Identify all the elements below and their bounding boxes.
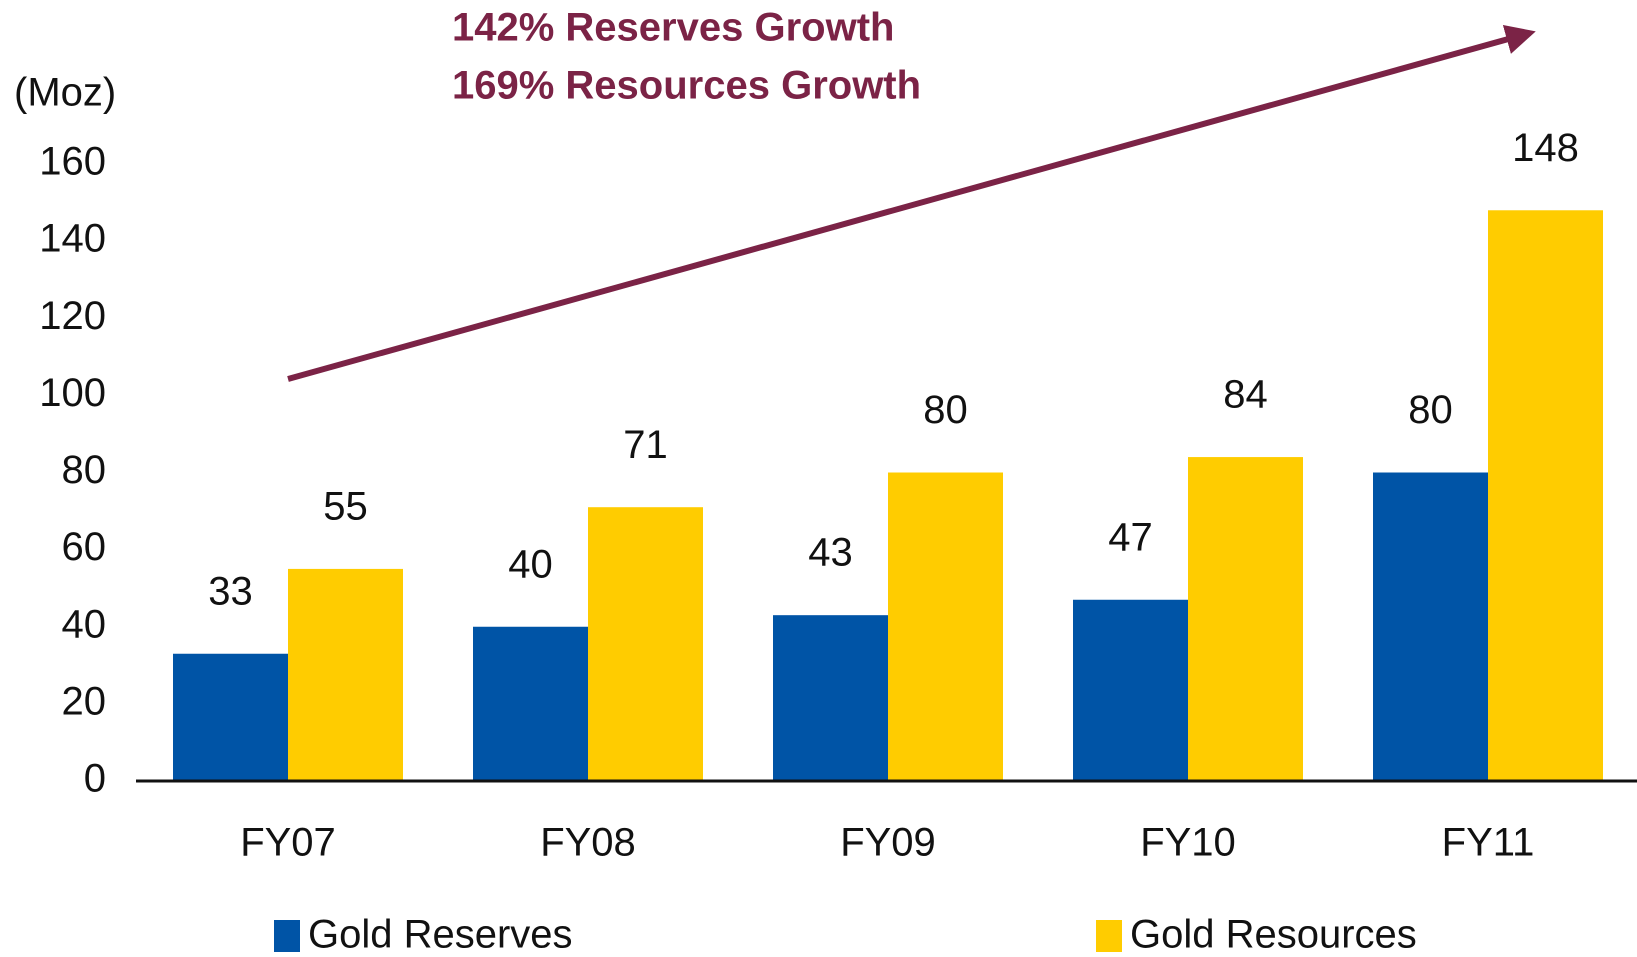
y-tick-label: 60: [62, 525, 107, 569]
legend-label: Gold Reserves: [308, 913, 573, 957]
value-label: 148: [1512, 126, 1579, 170]
value-label: 55: [323, 484, 368, 528]
value-label: 43: [808, 531, 853, 575]
annotation: 169% Resources Growth: [452, 64, 921, 108]
legend-swatch: [1096, 920, 1122, 952]
x-tick-label: FY07: [240, 821, 336, 865]
y-tick-label: 20: [62, 679, 107, 723]
x-tick-label: FY11: [1442, 821, 1535, 865]
y-tick-label: 100: [39, 371, 106, 415]
y-tick-label: 40: [62, 602, 107, 646]
bar: [288, 568, 403, 781]
x-tick-label: FY10: [1140, 821, 1236, 865]
annotation: 142% Reserves Growth: [452, 6, 894, 50]
legend-label: Gold Resources: [1130, 913, 1417, 957]
y-tick-label: 160: [39, 140, 106, 184]
growth-arrow: [287, 24, 1536, 382]
legend-swatch: [274, 920, 300, 952]
bar: [1488, 210, 1603, 781]
bar: [1188, 457, 1303, 781]
x-tick-label: FY09: [840, 821, 936, 865]
value-label: 47: [1108, 515, 1153, 559]
bar: [1073, 599, 1188, 781]
y-axis-label: (Moz): [14, 71, 116, 115]
bar: [173, 653, 288, 781]
bar: [1373, 472, 1488, 781]
bar: [773, 615, 888, 781]
y-tick-label: 140: [39, 217, 106, 261]
y-tick-label: 120: [39, 294, 106, 338]
value-label: 71: [623, 423, 668, 467]
value-label: 33: [208, 569, 253, 613]
bar: [888, 472, 1003, 781]
y-tick-label: 80: [62, 448, 107, 492]
bar: [588, 507, 703, 781]
x-tick-label: FY08: [540, 821, 636, 865]
value-label: 80: [1408, 388, 1453, 432]
value-label: 84: [1223, 373, 1268, 417]
value-label: 80: [923, 388, 968, 432]
bar: [473, 626, 588, 781]
y-tick-label: 0: [84, 757, 106, 801]
value-label: 40: [508, 542, 553, 586]
